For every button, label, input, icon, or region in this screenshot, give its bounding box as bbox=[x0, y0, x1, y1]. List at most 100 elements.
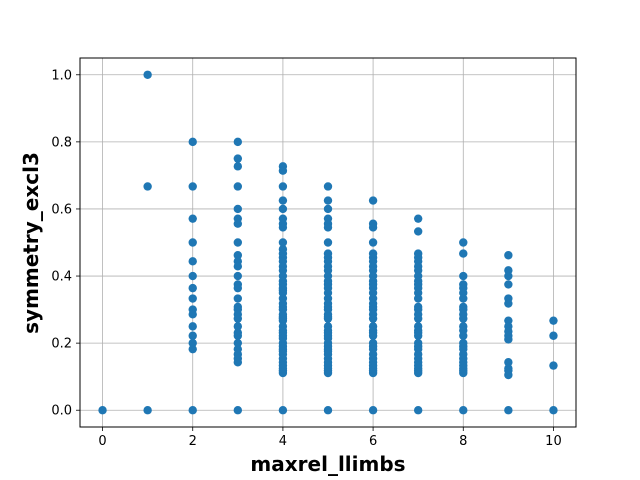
x-tick-label: 2 bbox=[189, 434, 197, 449]
data-point bbox=[233, 406, 243, 415]
data-point bbox=[233, 314, 243, 323]
data-point bbox=[143, 70, 152, 79]
data-point bbox=[323, 238, 333, 247]
data-point bbox=[459, 406, 468, 415]
data-point bbox=[459, 368, 468, 378]
data-point bbox=[459, 314, 468, 323]
data-point bbox=[504, 251, 513, 260]
data-point bbox=[278, 182, 288, 191]
x-axis-label: maxrel_llimbs bbox=[250, 452, 405, 476]
data-point bbox=[368, 406, 378, 415]
y-tick-label: 0.4 bbox=[51, 270, 72, 285]
data-point bbox=[549, 361, 558, 370]
data-point bbox=[233, 338, 243, 348]
data-point bbox=[278, 166, 288, 175]
data-point bbox=[233, 271, 243, 281]
data-point bbox=[368, 223, 378, 232]
data-point bbox=[368, 196, 378, 205]
y-tick-label: 0.2 bbox=[51, 337, 72, 352]
data-point bbox=[459, 271, 468, 281]
y-tick-label: 0.6 bbox=[51, 202, 72, 217]
data-point bbox=[504, 406, 513, 415]
data-point bbox=[233, 238, 243, 247]
x-axis-ticks: 0 2 4 6 8 10 bbox=[98, 427, 562, 449]
data-point bbox=[233, 137, 243, 147]
data-point bbox=[188, 344, 197, 354]
data-point bbox=[233, 154, 243, 163]
data-point bbox=[278, 368, 288, 378]
data-point bbox=[323, 196, 333, 205]
data-point bbox=[413, 314, 423, 323]
data-point bbox=[504, 280, 513, 289]
data-point bbox=[368, 314, 378, 323]
data-point bbox=[188, 137, 197, 147]
data-point bbox=[188, 271, 197, 281]
data-point bbox=[278, 204, 288, 214]
data-point bbox=[504, 271, 513, 281]
data-point bbox=[368, 331, 378, 340]
data-point bbox=[188, 294, 197, 303]
data-point bbox=[323, 406, 333, 415]
data-point bbox=[278, 238, 288, 247]
data-point bbox=[188, 310, 197, 319]
data-point bbox=[188, 406, 197, 415]
data-point bbox=[233, 331, 243, 340]
y-axis-label: symmetry_excl3 bbox=[19, 152, 43, 334]
data-point bbox=[233, 294, 243, 303]
data-point bbox=[459, 238, 468, 247]
data-point bbox=[459, 294, 468, 303]
data-point bbox=[188, 214, 197, 223]
data-point bbox=[233, 162, 243, 171]
data-point bbox=[413, 406, 423, 415]
data-point bbox=[188, 238, 197, 247]
x-tick-label: 8 bbox=[459, 434, 467, 449]
data-point bbox=[368, 238, 378, 247]
x-tick-label: 10 bbox=[545, 434, 562, 449]
data-point bbox=[323, 182, 333, 191]
data-point bbox=[323, 368, 333, 378]
data-point bbox=[188, 283, 197, 293]
x-tick-label: 0 bbox=[98, 434, 106, 449]
data-point bbox=[278, 223, 288, 232]
data-point bbox=[459, 331, 468, 340]
data-point bbox=[233, 251, 243, 260]
data-point bbox=[368, 368, 378, 378]
data-point bbox=[278, 406, 288, 415]
data-point bbox=[549, 406, 558, 415]
data-point bbox=[233, 204, 243, 214]
data-point bbox=[233, 219, 243, 228]
y-tick-label: 0.0 bbox=[51, 404, 72, 419]
data-point bbox=[323, 204, 333, 214]
data-point bbox=[504, 358, 513, 367]
data-point bbox=[233, 262, 243, 271]
x-tick-label: 6 bbox=[369, 434, 377, 449]
data-point bbox=[188, 338, 197, 348]
data-point bbox=[278, 196, 288, 205]
y-tick-label: 1.0 bbox=[51, 68, 72, 83]
data-point bbox=[233, 358, 243, 367]
y-tick-label: 0.8 bbox=[51, 135, 72, 150]
data-point bbox=[549, 316, 558, 325]
data-point bbox=[413, 227, 423, 236]
y-axis-ticks: 0.0 0.2 0.4 0.6 0.8 1.0 bbox=[51, 68, 80, 419]
data-point bbox=[549, 331, 558, 340]
data-point bbox=[323, 314, 333, 323]
data-point bbox=[233, 283, 243, 293]
data-point bbox=[143, 182, 152, 191]
data-point bbox=[459, 249, 468, 258]
x-tick-label: 4 bbox=[279, 434, 287, 449]
data-point bbox=[413, 331, 423, 340]
plot-frame bbox=[79, 57, 577, 428]
data-point bbox=[413, 214, 423, 223]
data-point bbox=[233, 322, 243, 331]
data-point bbox=[233, 182, 243, 191]
data-point bbox=[188, 322, 197, 331]
data-point bbox=[504, 299, 513, 308]
data-point bbox=[413, 294, 423, 303]
data-point bbox=[504, 370, 513, 380]
data-point bbox=[188, 257, 197, 266]
data-point bbox=[504, 335, 513, 344]
data-points bbox=[98, 70, 558, 415]
data-point bbox=[188, 331, 197, 340]
